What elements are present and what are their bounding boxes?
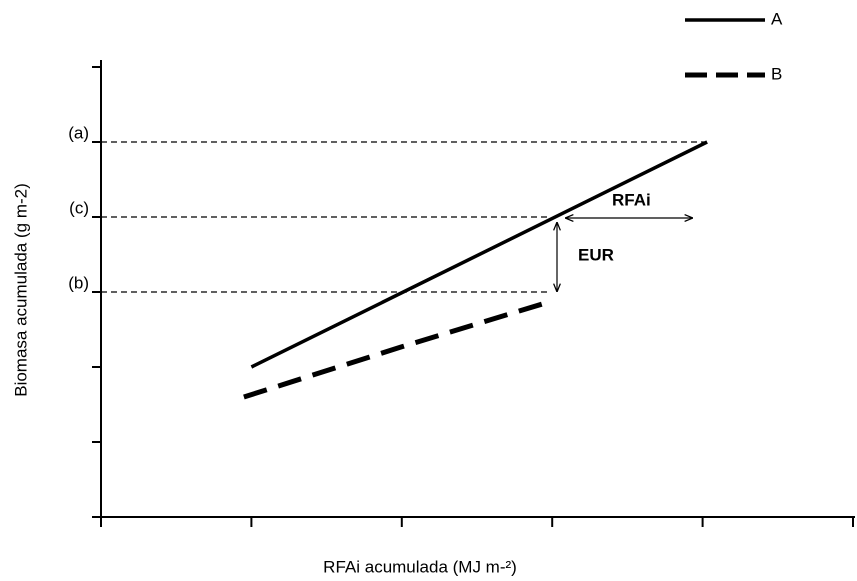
legend-label: A	[771, 9, 783, 28]
y-tick-label: (b)	[68, 273, 89, 292]
y-tick-label: (a)	[68, 123, 89, 142]
series-line	[243, 298, 553, 400]
y-tick-label: (c)	[69, 198, 89, 217]
annotation: EUR	[578, 245, 614, 264]
series-line	[250, 140, 708, 369]
legend-label: B	[771, 64, 782, 83]
annotation: RFAi	[612, 190, 651, 209]
x-axis-label: RFAi acumulada (MJ m-²)	[323, 557, 517, 576]
y-axis-label: Biomasa acumulada (g m-2)	[11, 183, 30, 397]
